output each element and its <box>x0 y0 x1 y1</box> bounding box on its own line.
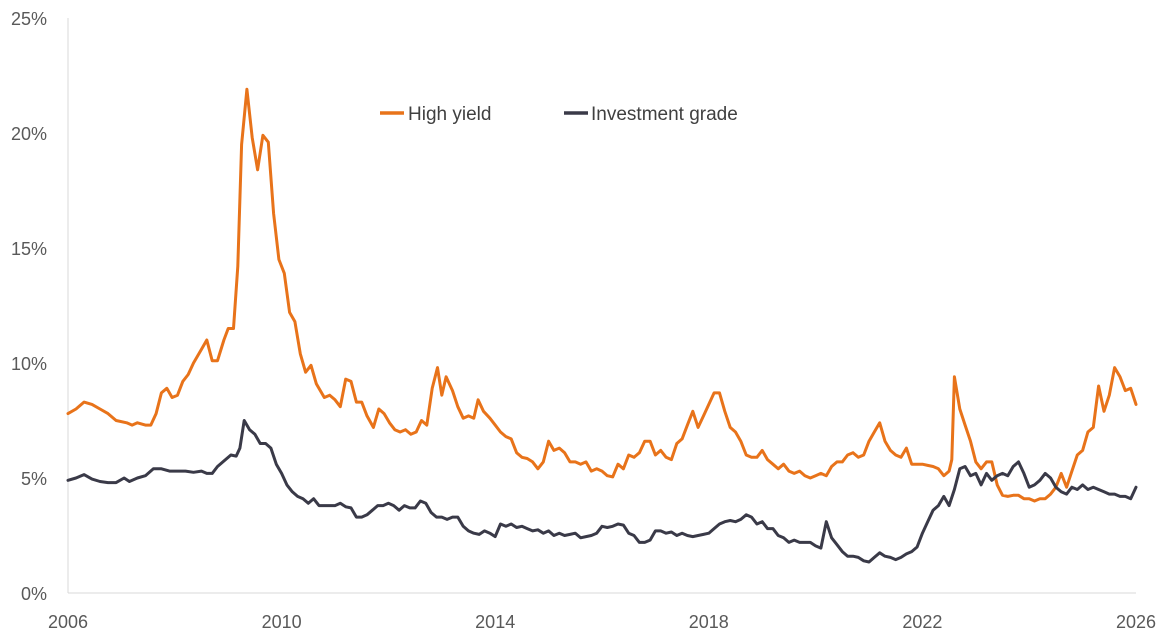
y-tick-label: 15% <box>11 239 47 259</box>
y-tick-label: 0% <box>21 584 47 604</box>
y-tick-label: 25% <box>11 9 47 29</box>
legend-item-high-yield: High yield <box>380 104 491 125</box>
series-lines <box>66 87 1138 564</box>
x-tick-label: 2010 <box>262 612 302 632</box>
legend-item-investment-grade: Investment grade <box>564 104 738 125</box>
y-tick-label: 20% <box>11 124 47 144</box>
x-tick-label: 2022 <box>902 612 942 632</box>
legend: High yield Investment grade <box>380 104 738 125</box>
legend-label-investment-grade: Investment grade <box>591 104 738 125</box>
x-tick-label: 2006 <box>48 612 88 632</box>
series-line-investment-grade <box>66 419 1138 564</box>
x-tick-labels: 2006 2010 2014 2018 2022 2026 <box>48 612 1156 632</box>
y-tick-label: 10% <box>11 354 47 374</box>
x-tick-label: 2014 <box>475 612 515 632</box>
x-tick-label: 2026 <box>1116 612 1156 632</box>
legend-label-high-yield: High yield <box>408 104 491 125</box>
y-tick-label: 5% <box>21 469 47 489</box>
x-tick-label: 2018 <box>689 612 729 632</box>
y-tick-labels: 0% 5% 10% 15% 20% 25% <box>11 9 47 604</box>
series-line-high-yield <box>66 87 1138 503</box>
